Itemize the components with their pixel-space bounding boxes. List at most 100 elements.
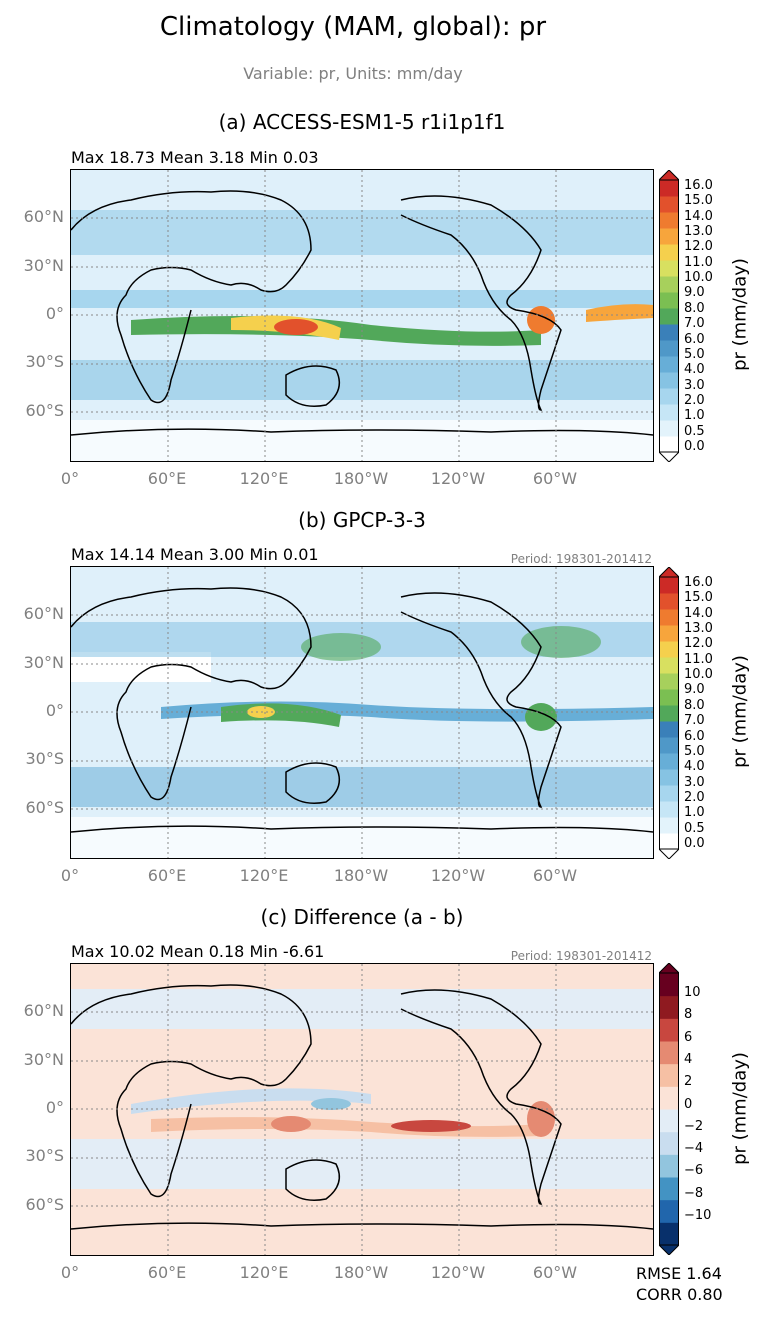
lat-tick-30n: 30°N [23,256,64,275]
colorbar-segment [659,228,679,245]
colorbar-extend-top [659,963,679,974]
panel-c-period: Period: 198301-201412 [510,949,652,963]
colorbar-tick-label: 11.0 [684,254,713,270]
panel-c-colorbar [659,963,679,1255]
colorbar-tick-label: −2 [684,1118,704,1134]
panel-c-map [70,963,654,1256]
colorbar-segment [659,180,679,197]
colorbar-tick-label: 4 [684,1051,693,1067]
colorbar-tick-label: 2.0 [684,789,705,805]
panel-b-stats: Max 14.14 Mean 3.00 Min 0.01 [71,545,319,564]
colorbar-segment [659,721,679,738]
lon-tick-120e: 120°E [239,1263,289,1282]
australia-coast [285,1159,341,1201]
colorbar-segment [659,276,679,293]
lon-tick-60e: 60°E [147,1263,187,1282]
colorbar-tick-label: 12.0 [684,636,713,652]
panel-c-colorbar-title: pr (mm/day) [729,1052,751,1165]
colorbar-segment [659,769,679,786]
colorbar-tick-label: 16.0 [684,575,713,590]
panel-a-colorbar-title: pr (mm/day) [729,258,751,371]
americas-coast [400,592,562,808]
colorbar-segment [659,1177,679,1201]
panel-b-colorbar [659,567,679,859]
americas-coast [400,989,562,1205]
colorbar-tick-label: 9.0 [684,285,705,301]
colorbar-segment [659,308,679,325]
colorbar-segment [659,340,679,357]
americas-coast [400,195,562,411]
colorbar-tick-label: 8.0 [684,697,705,713]
lat-tick-30n: 30°N [23,653,64,672]
gridlines [71,964,653,1255]
eurasia-africa-coast [71,587,312,801]
figure-subtitle: Variable: pr, Units: mm/day [243,64,463,83]
lon-tick-60e: 60°E [147,469,187,488]
colorbar-segment [659,1222,679,1246]
panel-c-title: (c) Difference (a - b) [260,905,464,929]
panel-b-colorbar-title: pr (mm/day) [729,655,751,768]
warm-pool-positive [271,1116,311,1132]
colorbar-tick-label: 6.0 [684,728,705,744]
eurasia-africa-coast [71,190,312,404]
lat-tick-60s: 60°S [25,798,64,817]
colorbar-extend-bottom [659,1244,679,1255]
colorbar-segment [659,388,679,405]
coastlines [71,587,653,833]
colorbar-segment [659,785,679,802]
panel-b-period: Period: 198301-201412 [510,552,652,566]
antarctica-coast [71,1222,653,1230]
colorbar-tick-label: 4.0 [684,759,705,775]
colorbar-tick-label: −4 [684,1141,704,1157]
colorbar-tick-label: 10.0 [684,270,713,286]
atlantic-band [586,304,653,322]
lat-tick-30n: 30°N [23,1050,64,1069]
australia-coast [285,365,341,407]
antarctica-coast [71,428,653,436]
colorbar-segment [659,753,679,770]
colorbar-tick-label: 10 [684,985,701,1000]
lon-tick-0: 0° [60,469,80,488]
lat-tick-60n: 60°N [23,604,64,623]
lon-tick-120e: 120°E [239,469,289,488]
coastlines [71,190,653,436]
colorbar-segment [659,995,679,1019]
panel-a-colorbar [659,170,679,462]
colorbar-segment [659,609,679,626]
lat-tick-60s: 60°S [25,401,64,420]
coastlines [71,984,653,1230]
colorbar-segment [659,973,679,997]
panel-a-stats: Max 18.73 Mean 3.18 Min 0.03 [71,148,319,167]
colorbar-tick-label: 13.0 [684,621,713,637]
colorbar-segment [659,372,679,389]
colorbar-segment [659,212,679,229]
lat-tick-60s: 60°S [25,1195,64,1214]
colorbar-segment [659,356,679,373]
kuroshio-band [301,633,381,661]
gulf-stream-band [521,626,601,658]
colorbar-tick-label: 1.0 [684,805,705,821]
colorbar-tick-label: 0.5 [684,820,705,836]
colorbar-segment [659,1109,679,1133]
colorbar-segment [659,244,679,261]
colorbar-tick-label: 2.0 [684,392,705,408]
colorbar-segment [659,705,679,722]
colorbar-segment [659,1018,679,1042]
lon-tick-120w: 120°W [430,469,486,488]
lat-tick-30s: 30°S [25,749,64,768]
lon-tick-180w: 180°W [333,469,389,488]
colorbar-extend-bottom [659,451,679,462]
lon-tick-60w: 60°W [532,1263,578,1282]
colorbar-tick-label: 14.0 [684,605,713,621]
lat-tick-0: 0° [45,1098,64,1117]
lon-tick-0: 0° [60,1263,80,1282]
colorbar-segment [659,1154,679,1178]
colorbar-segment [659,817,679,834]
lon-tick-60e: 60°E [147,866,187,885]
eurasia-africa-coast [71,984,312,1198]
lat-tick-60n: 60°N [23,207,64,226]
pacific-positive-peak [391,1120,471,1132]
colorbar-tick-label: 13.0 [684,224,713,240]
colorbar-segment [659,196,679,213]
colorbar-tick-label: 15.0 [684,590,713,606]
